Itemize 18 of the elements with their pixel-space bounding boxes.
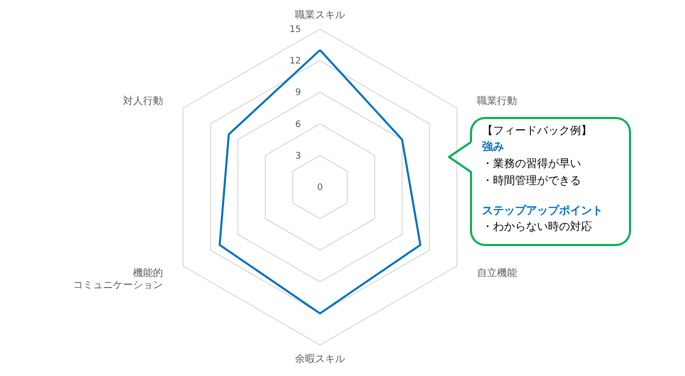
- text: ステップアップポイント: [482, 204, 603, 217]
- y-tick-label: 12: [290, 56, 301, 67]
- text: ・業務の習得が早い: [482, 157, 581, 170]
- spoke-label: 対人行動: [122, 94, 163, 107]
- text: 強み: [482, 140, 504, 153]
- y-tick-label: 3: [295, 151, 301, 162]
- text: 【フィードバック例】: [482, 124, 592, 137]
- y-tick-label: 6: [295, 120, 302, 130]
- spoke-label: 機能的コミュニケーション: [72, 267, 163, 292]
- y-tick-label: 15: [290, 25, 301, 35]
- spoke-label: 職業スキル: [295, 8, 345, 21]
- spoke-label: 自立機能: [477, 267, 518, 280]
- text: ・わからない時の対応: [482, 220, 592, 233]
- spoke-label: 職業行動: [477, 94, 518, 107]
- text: ・時間管理ができる: [482, 174, 581, 187]
- y-tick-label: 0: [317, 183, 324, 193]
- y-tick-label: 9: [295, 88, 302, 98]
- spoke-label: 余暇スキル: [295, 353, 345, 366]
